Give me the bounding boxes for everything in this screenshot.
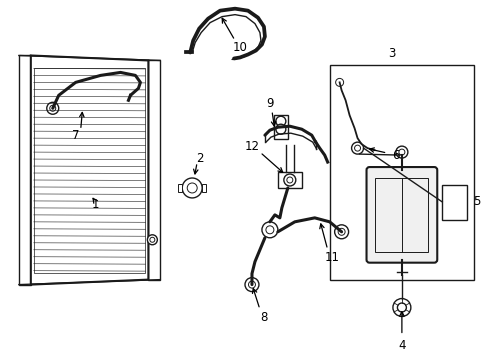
Polygon shape [178, 184, 182, 192]
Circle shape [262, 222, 277, 238]
Circle shape [283, 174, 295, 186]
Text: 10: 10 [232, 41, 247, 54]
Bar [441, 185, 466, 220]
Text: 12: 12 [244, 140, 259, 153]
Circle shape [275, 116, 285, 126]
Bar [375, 178, 427, 252]
Circle shape [334, 225, 348, 239]
Text: 1: 1 [92, 198, 99, 211]
Circle shape [47, 102, 59, 114]
Text: 3: 3 [387, 47, 395, 60]
Circle shape [392, 298, 410, 316]
Polygon shape [19, 55, 31, 285]
Text: 9: 9 [265, 97, 273, 110]
Bar [34, 68, 145, 273]
Bar [273, 115, 287, 139]
Text: 8: 8 [260, 311, 267, 324]
Text: 11: 11 [325, 251, 340, 264]
FancyBboxPatch shape [366, 167, 436, 263]
Circle shape [182, 178, 202, 198]
Text: 4: 4 [397, 339, 405, 352]
Bar [329, 66, 473, 280]
Circle shape [275, 124, 285, 134]
Polygon shape [148, 60, 160, 280]
Polygon shape [31, 55, 148, 285]
Polygon shape [202, 184, 206, 192]
Text: 5: 5 [472, 195, 480, 208]
Bar [277, 172, 301, 188]
Text: 2: 2 [196, 152, 203, 165]
Circle shape [147, 235, 157, 245]
Text: 6: 6 [391, 149, 398, 162]
Circle shape [395, 146, 407, 158]
Text: 7: 7 [72, 129, 79, 142]
Circle shape [351, 142, 363, 154]
Circle shape [244, 278, 259, 292]
